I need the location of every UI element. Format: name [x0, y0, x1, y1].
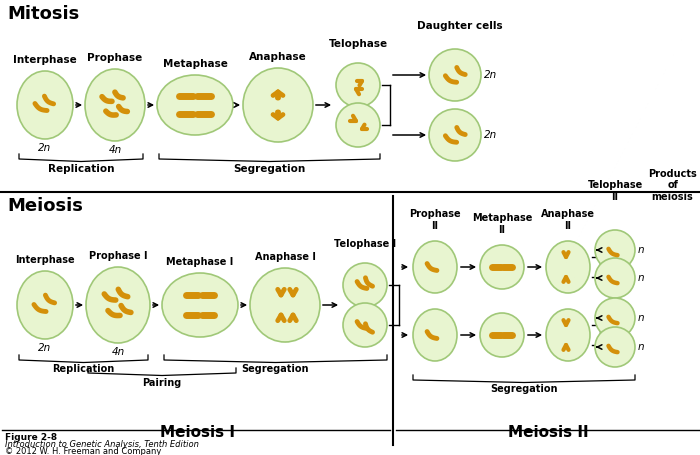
Ellipse shape [595, 327, 635, 367]
Text: 2n: 2n [484, 70, 497, 80]
Ellipse shape [413, 309, 457, 361]
Text: 2n: 2n [38, 143, 52, 153]
Text: Telophase I: Telophase I [334, 239, 396, 249]
Text: Products
of
meiosis: Products of meiosis [648, 169, 697, 202]
Text: Meiosis II: Meiosis II [508, 425, 588, 440]
Text: 2n: 2n [38, 343, 52, 353]
Text: © 2012 W. H. Freeman and Company: © 2012 W. H. Freeman and Company [5, 447, 162, 455]
Ellipse shape [429, 109, 481, 161]
Ellipse shape [85, 69, 145, 141]
Text: 2n: 2n [484, 130, 497, 140]
Text: n: n [638, 313, 645, 323]
Text: Segregation: Segregation [490, 384, 558, 394]
Ellipse shape [480, 313, 524, 357]
Ellipse shape [343, 303, 387, 347]
Text: n: n [638, 273, 645, 283]
Text: Interphase: Interphase [15, 255, 75, 265]
Text: Introduction to Genetic Analysis, Tenth Edition: Introduction to Genetic Analysis, Tenth … [5, 440, 199, 449]
Text: Segregation: Segregation [233, 163, 306, 173]
Ellipse shape [250, 268, 320, 342]
Ellipse shape [336, 63, 380, 107]
Text: Meiosis: Meiosis [7, 197, 83, 215]
Text: Telophase: Telophase [328, 39, 388, 49]
Text: Segregation: Segregation [241, 364, 309, 374]
Ellipse shape [546, 241, 590, 293]
Text: Anaphase: Anaphase [249, 52, 307, 62]
Ellipse shape [343, 263, 387, 307]
Text: n: n [638, 342, 645, 352]
Text: Metaphase
II: Metaphase II [472, 213, 532, 235]
Ellipse shape [17, 271, 73, 339]
Ellipse shape [86, 267, 150, 343]
Ellipse shape [336, 103, 380, 147]
Text: Daughter cells: Daughter cells [417, 21, 503, 31]
Text: Anaphase I: Anaphase I [255, 252, 316, 262]
Text: Metaphase: Metaphase [162, 59, 228, 69]
Text: Prophase: Prophase [88, 53, 143, 63]
Text: n: n [638, 245, 645, 255]
Text: Pairing: Pairing [142, 378, 181, 388]
Ellipse shape [595, 258, 635, 298]
Ellipse shape [429, 49, 481, 101]
Text: Meiosis I: Meiosis I [160, 425, 235, 440]
Text: Replication: Replication [48, 163, 114, 173]
Text: Interphase: Interphase [13, 55, 77, 65]
Ellipse shape [243, 68, 313, 142]
Ellipse shape [413, 241, 457, 293]
Text: Telophase
II: Telophase II [587, 180, 643, 202]
Ellipse shape [546, 309, 590, 361]
Ellipse shape [17, 71, 73, 139]
Text: 4n: 4n [108, 145, 122, 155]
Text: Anaphase
II: Anaphase II [541, 209, 595, 231]
Ellipse shape [595, 298, 635, 338]
Text: Prophase
II: Prophase II [410, 209, 461, 231]
Text: Figure 2-8: Figure 2-8 [5, 433, 57, 442]
Ellipse shape [595, 230, 635, 270]
Ellipse shape [157, 75, 233, 135]
Text: Replication: Replication [52, 364, 115, 374]
Text: Prophase I: Prophase I [89, 251, 147, 261]
Ellipse shape [162, 273, 238, 337]
Text: 4n: 4n [111, 347, 125, 357]
Ellipse shape [480, 245, 524, 289]
Text: Mitosis: Mitosis [7, 5, 79, 23]
Text: Metaphase I: Metaphase I [167, 257, 234, 267]
